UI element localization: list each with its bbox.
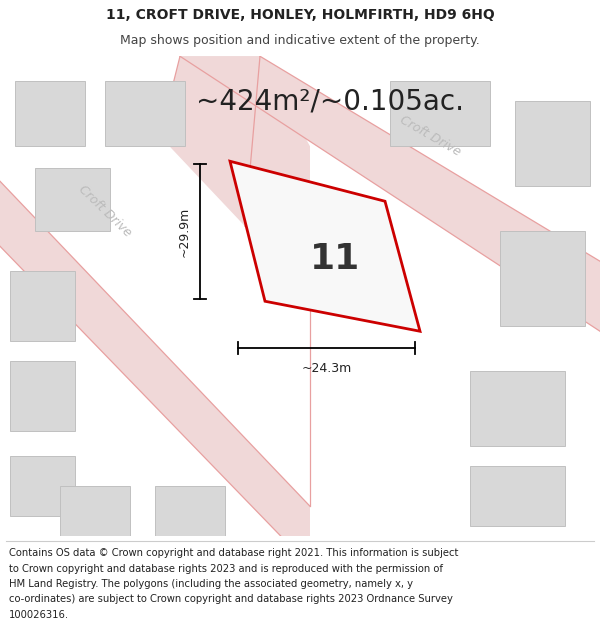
Polygon shape xyxy=(10,456,75,516)
Text: Map shows position and indicative extent of the property.: Map shows position and indicative extent… xyxy=(120,34,480,47)
Polygon shape xyxy=(10,271,75,341)
Polygon shape xyxy=(35,168,110,231)
Text: co-ordinates) are subject to Crown copyright and database rights 2023 Ordnance S: co-ordinates) are subject to Crown copyr… xyxy=(9,594,453,604)
Polygon shape xyxy=(470,466,565,526)
Polygon shape xyxy=(160,56,310,226)
Polygon shape xyxy=(105,81,185,146)
Polygon shape xyxy=(180,56,600,331)
Text: ~24.3m: ~24.3m xyxy=(301,362,352,375)
Text: Contains OS data © Crown copyright and database right 2021. This information is : Contains OS data © Crown copyright and d… xyxy=(9,549,458,559)
Polygon shape xyxy=(0,181,310,566)
Text: to Crown copyright and database rights 2023 and is reproduced with the permissio: to Crown copyright and database rights 2… xyxy=(9,564,443,574)
Polygon shape xyxy=(155,486,225,536)
Polygon shape xyxy=(390,81,490,146)
Text: HM Land Registry. The polygons (including the associated geometry, namely x, y: HM Land Registry. The polygons (includin… xyxy=(9,579,413,589)
Text: 100026316.: 100026316. xyxy=(9,610,69,619)
Polygon shape xyxy=(10,361,75,431)
Text: ~29.9m: ~29.9m xyxy=(178,207,191,257)
Text: 11, CROFT DRIVE, HONLEY, HOLMFIRTH, HD9 6HQ: 11, CROFT DRIVE, HONLEY, HOLMFIRTH, HD9 … xyxy=(106,8,494,22)
Polygon shape xyxy=(255,188,395,306)
Polygon shape xyxy=(515,101,590,186)
Polygon shape xyxy=(470,371,565,446)
Text: 11: 11 xyxy=(310,242,360,276)
Text: Croft Drive: Croft Drive xyxy=(397,114,463,159)
Polygon shape xyxy=(230,161,420,331)
Text: ~424m²/~0.105ac.: ~424m²/~0.105ac. xyxy=(196,88,464,115)
Text: Croft Drive: Croft Drive xyxy=(76,183,134,239)
Polygon shape xyxy=(500,231,585,326)
Polygon shape xyxy=(15,81,85,146)
Polygon shape xyxy=(60,486,130,536)
